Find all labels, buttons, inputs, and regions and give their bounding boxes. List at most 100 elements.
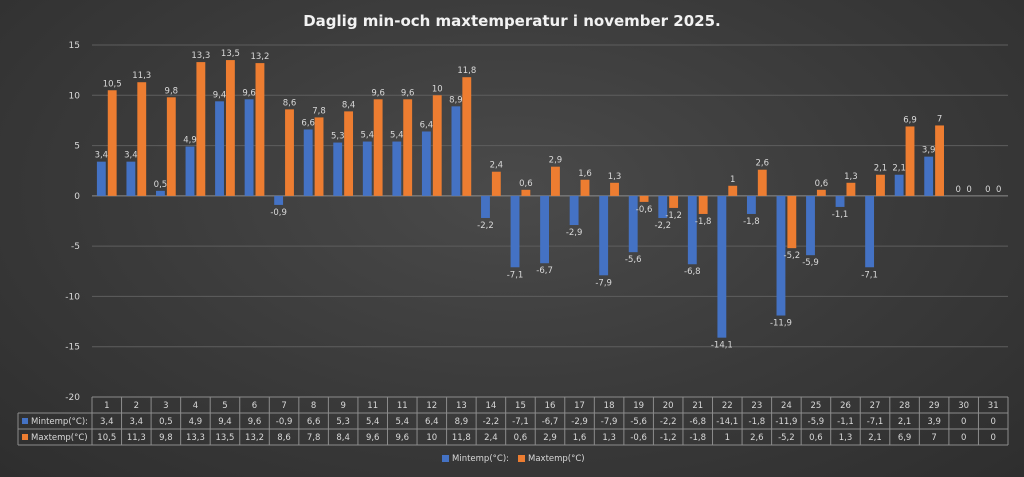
data-label-max: -1,2 — [665, 211, 682, 221]
bar-max — [669, 195, 679, 208]
table-cell: 1,6 — [573, 433, 587, 443]
table-cell: 8,4 — [336, 433, 350, 443]
data-label-max: 1 — [730, 175, 735, 185]
table-cell: 5,3 — [336, 417, 350, 427]
table-header-cell: 25 — [811, 401, 822, 411]
bar-max — [905, 126, 915, 196]
table-cell: 0 — [991, 433, 996, 443]
y-tick-label: 10 — [69, 91, 81, 101]
bar-max — [728, 185, 738, 196]
data-label-max: 2,1 — [874, 164, 888, 174]
table-header-cell: 27 — [870, 401, 881, 411]
bar-max — [698, 195, 708, 214]
data-label-max: -1,8 — [695, 217, 712, 227]
bar-min — [126, 161, 136, 196]
table-cell: -7,1 — [867, 417, 884, 427]
bar-min — [421, 131, 431, 196]
data-label-min: -6,7 — [536, 266, 553, 276]
data-label-max: 8,6 — [283, 98, 297, 108]
bar-max — [462, 77, 472, 196]
table-header-cell: 11 — [397, 401, 408, 411]
data-label-min: 6,6 — [301, 118, 315, 128]
data-label-min: -7,1 — [861, 270, 878, 280]
data-table: 1 2 3 4 5 6 7 8 9 11 11 12 13 14 15 16 17 18 19 20 21 22 23 24 2… — [17, 396, 1009, 446]
table-cell: 0 — [991, 417, 996, 427]
table-cell: 3,4 — [100, 417, 114, 427]
bar-max — [137, 82, 147, 196]
data-label-min: -1,1 — [832, 210, 849, 220]
bar-max — [846, 182, 856, 196]
table-cell: 7,8 — [307, 433, 321, 443]
table-cell: 0,6 — [514, 433, 528, 443]
bar-min — [156, 190, 165, 196]
table-cell: 1,3 — [839, 433, 853, 443]
table-cell: 3,9 — [927, 417, 941, 427]
data-label-max: 1,6 — [578, 169, 592, 179]
data-label-min: 3,4 — [124, 151, 138, 161]
bar-max — [107, 90, 117, 196]
data-label-max: 11,8 — [457, 66, 476, 76]
data-label-max: 11,3 — [132, 71, 151, 81]
table-cell: 6,6 — [307, 417, 321, 427]
table-cell: -5,6 — [630, 417, 647, 427]
table-cell: 0,5 — [159, 417, 173, 427]
bar-max — [196, 62, 206, 196]
data-label-min: -6,8 — [684, 267, 701, 277]
table-cell: 11,3 — [127, 433, 146, 443]
table-cell: 3,4 — [130, 417, 144, 427]
table-header-cell: 8 — [311, 401, 316, 411]
data-label-min: -2,2 — [477, 221, 494, 231]
legend-key-max — [518, 455, 525, 462]
table-cell: 8,9 — [455, 417, 469, 427]
bar-min — [274, 195, 284, 205]
data-label-max: 2,6 — [756, 159, 770, 169]
table-cell: -0,9 — [276, 417, 293, 427]
legend-label-max: Maxtemp(°C) — [528, 454, 585, 464]
table-header-cell: 2 — [134, 401, 139, 411]
table-cell: 9,4 — [218, 417, 232, 427]
bar-min — [96, 161, 106, 196]
bar-min — [717, 195, 727, 338]
data-label-min: 3,4 — [95, 151, 109, 161]
table-cell: 2,4 — [484, 433, 498, 443]
table-cell: 10,5 — [97, 433, 116, 443]
bar-max — [373, 99, 383, 196]
bar-max — [432, 95, 442, 196]
data-label-max: -5,2 — [784, 251, 801, 261]
data-label-min: 2,1 — [892, 164, 906, 174]
table-cell: -1,8 — [689, 433, 706, 443]
data-label-min: 5,4 — [390, 131, 404, 141]
data-label-min: 0,5 — [154, 180, 168, 190]
y-tick-label: 5 — [74, 142, 80, 152]
data-label-max: 2,4 — [490, 161, 504, 171]
data-label-max: 9,6 — [401, 88, 415, 98]
bar-min — [333, 142, 343, 196]
table-cell: 1,3 — [602, 433, 616, 443]
data-label-min: -5,6 — [625, 255, 642, 265]
table-header-cell: 12 — [426, 401, 437, 411]
legend: Mintemp(°C): Maxtemp(°C) — [442, 454, 585, 464]
data-label-max: 9,6 — [371, 88, 385, 98]
bar-max — [491, 171, 501, 196]
bar-min — [776, 195, 786, 316]
data-label-min: -2,2 — [654, 221, 671, 231]
table-header-cell: 3 — [163, 401, 168, 411]
data-label-max: 0,6 — [815, 179, 829, 189]
data-label-max: -0,6 — [636, 205, 653, 215]
data-label-min: -7,1 — [507, 270, 524, 280]
table-cell: -14,1 — [716, 417, 738, 427]
table-header-cell: 20 — [663, 401, 674, 411]
table-cell: 0 — [961, 417, 966, 427]
data-label-max: 0 — [996, 185, 1001, 195]
table-header-cell: 28 — [899, 401, 910, 411]
bar-max — [521, 189, 531, 196]
chart-title: Daglig min-och maxtemperatur i november … — [303, 12, 721, 30]
data-label-max: 9,8 — [165, 86, 179, 96]
data-label-min: -7,9 — [595, 278, 612, 288]
table-legend-key — [22, 418, 28, 424]
bar-min — [746, 195, 756, 214]
table-cell: 1 — [725, 433, 730, 443]
table-cell: -1,2 — [660, 433, 677, 443]
bar-min — [924, 156, 934, 196]
table-header-cell: 24 — [781, 401, 792, 411]
